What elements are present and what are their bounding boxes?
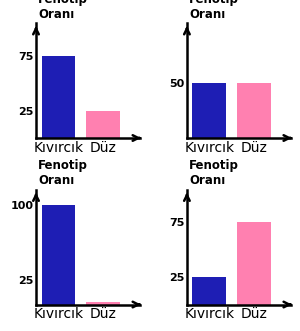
Bar — [237, 83, 271, 138]
Text: Fenotip
Oranı: Fenotip Oranı — [189, 0, 239, 21]
Text: Fenotip
Oranı: Fenotip Oranı — [189, 160, 239, 187]
Bar — [193, 277, 226, 305]
Text: Fenotip
Oranı: Fenotip Oranı — [38, 160, 88, 187]
Text: Fenotip
Oranı: Fenotip Oranı — [38, 0, 88, 21]
Bar — [237, 222, 271, 305]
Bar — [86, 111, 120, 138]
Bar — [193, 83, 226, 138]
Bar — [42, 205, 75, 305]
Bar — [42, 56, 75, 138]
Bar — [86, 302, 120, 305]
